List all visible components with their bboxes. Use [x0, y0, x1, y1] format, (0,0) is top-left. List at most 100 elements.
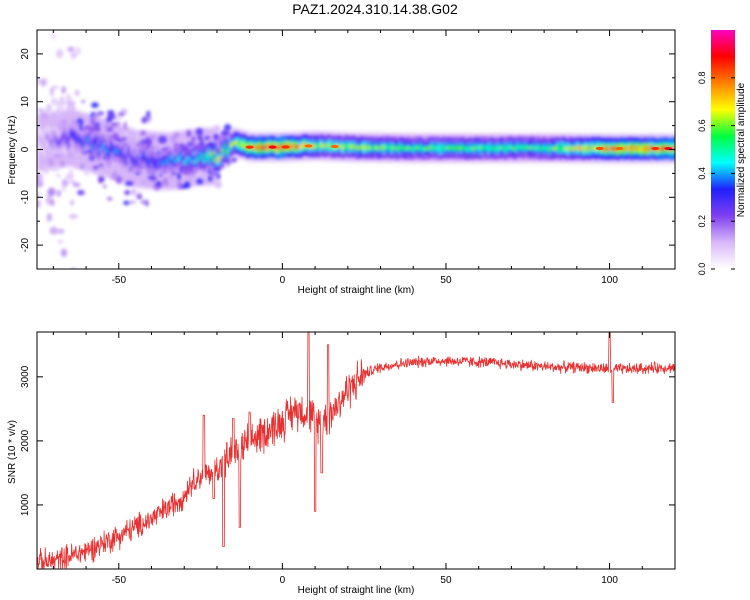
spectrogram-cell: [461, 144, 464, 150]
spectrogram-cell: [261, 145, 264, 151]
spectrogram-cell: [50, 85, 60, 89]
chart-title: PAZ1.2024.310.14.38.G02: [292, 1, 458, 17]
spectrogram-cell: [362, 144, 364, 150]
spectrogram-cell: [137, 191, 141, 195]
spectrogram-cell: [537, 144, 540, 150]
spectrogram-cell: [38, 139, 40, 145]
spectrogram-cell: [327, 142, 330, 148]
spectrogram-cell: [663, 145, 665, 150]
snr-frame: [36, 331, 676, 570]
spectrogram-cell: [559, 146, 561, 152]
spectrogram-cell: [142, 153, 144, 159]
spectrogram-cell: [515, 144, 518, 150]
spectrogram-cell: [65, 136, 68, 141]
snr-y-label: SNR (10 * v/v): [7, 420, 18, 484]
spectrogram-cell: [165, 159, 167, 164]
spectrogram-cell: [55, 99, 65, 109]
spectrogram-cell: [114, 116, 123, 120]
spectrogram-cell: [640, 147, 643, 152]
spectrogram-cell: [380, 145, 383, 151]
spectrogram-cell: [61, 179, 69, 187]
spectrogram-cell: [136, 193, 143, 200]
spectrogram-cell: [140, 160, 142, 166]
spectrogram-cell: [293, 144, 296, 149]
spectrogram-cell: [74, 133, 77, 139]
spectrogram-cell: [623, 145, 625, 151]
spectrogram-cell: [150, 161, 152, 166]
spectrogram-cell: [185, 174, 195, 181]
spectrogram-cell: [471, 146, 473, 152]
spectrogram-cell: [109, 149, 111, 155]
spectrogram-cell: [98, 173, 108, 177]
spectrogram-cell: [550, 144, 552, 150]
spectrogram-cell: [342, 145, 345, 151]
spectrogram-cell: [320, 142, 323, 148]
spectrogram-cell: [391, 145, 394, 151]
spectrogram-cell: [358, 145, 361, 151]
spectrogram-cell: [49, 142, 52, 148]
colorbar-label: Normalized spectral amplitude: [736, 82, 747, 217]
spectrogram-cell: [203, 136, 211, 140]
spectrogram-cell: [102, 184, 107, 189]
spectrogram-cell: [59, 138, 62, 143]
spectrogram-cell: [167, 156, 170, 162]
spectrogram-cell: [453, 145, 456, 151]
spectrogram-cell: [187, 161, 189, 167]
spectrogram-cell: [420, 145, 423, 151]
spectrogram-cell: [578, 146, 581, 152]
spectrogram-cell: [417, 145, 419, 151]
spectrogram-cell: [148, 160, 150, 166]
spectrogram-cell: [533, 146, 536, 152]
spectrogram-cell: [41, 79, 45, 87]
spectrogram-cell: [66, 103, 76, 113]
spectrogram-cell: [586, 146, 589, 152]
spectrogram-cell: [174, 158, 177, 164]
spectrogram-cell: [542, 146, 544, 151]
spectrogram-cell: [56, 111, 62, 116]
spectrogram-cell: [525, 144, 528, 150]
spectrogram-cell: [304, 144, 313, 148]
spectrogram-cell: [318, 143, 321, 148]
spectrogram-cell: [649, 146, 652, 152]
spectrogram-cell: [465, 146, 467, 152]
spectrogram-cell: [300, 144, 302, 150]
spectrogram-cell: [205, 153, 207, 159]
spectrogram-cell: [324, 144, 327, 149]
spectrogram-cell: [254, 145, 257, 150]
spectrogram-cell: [64, 131, 67, 136]
spectrogram-cell: [466, 145, 469, 151]
spectrogram-cell: [569, 144, 572, 150]
spectrogram-cell: [56, 190, 61, 197]
spectrogram-cell: [211, 153, 213, 159]
snr-x-label: Height of straight line (km): [298, 585, 415, 596]
snr-axes: -50 0 50 100 1000 2000 3000: [20, 332, 676, 586]
spectrogram-cell: [75, 89, 80, 97]
spectrogram-cell: [377, 145, 379, 151]
spectrogram-cell: [73, 134, 76, 140]
spectrogram-cell: [552, 145, 554, 151]
spectrogram-cell: [89, 143, 92, 149]
spectrogram-y-tick-label: 0: [20, 146, 31, 152]
spectrogram-cell: [390, 145, 393, 151]
spectrogram-cell: [281, 145, 290, 149]
spectrogram-cell: [538, 146, 541, 152]
spectrogram-cell: [255, 145, 258, 150]
spectrogram-cell: [378, 146, 380, 151]
spectrogram-cell: [359, 145, 362, 150]
spectrogram-cell: [516, 144, 519, 150]
spectrogram-cell: [529, 145, 532, 150]
spectrogram-cell: [111, 144, 114, 150]
spectrogram-cell: [643, 146, 646, 152]
spectrogram-cell: [614, 146, 616, 152]
spectrogram-cell: [555, 145, 558, 151]
spectrogram-cell: [85, 135, 87, 141]
spectrogram-cell: [404, 146, 407, 151]
spectrogram-cell: [114, 148, 117, 154]
spectrogram-cell: [195, 128, 203, 136]
spectrogram-cell: [245, 145, 254, 149]
spectrogram-cell: [631, 145, 633, 150]
spectrogram-cell: [239, 142, 242, 148]
spectrogram-cell: [303, 142, 306, 148]
spectrogram-cell: [517, 144, 520, 150]
spectrogram-cell: [213, 133, 220, 142]
